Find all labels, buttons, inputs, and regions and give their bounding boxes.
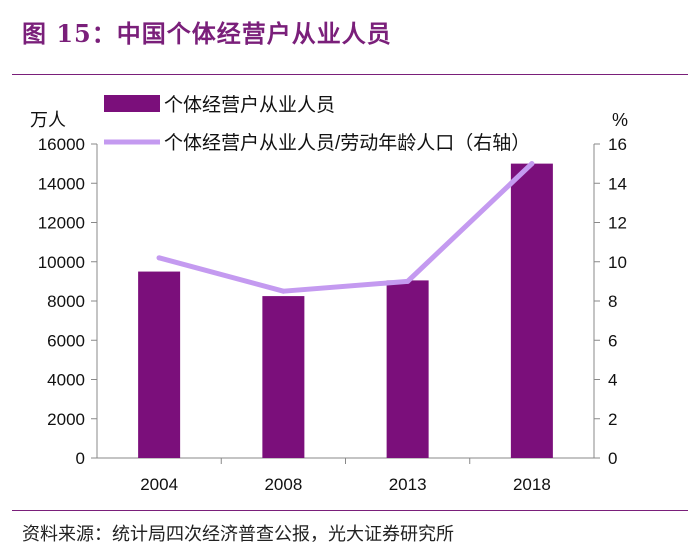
x-tick-label: 2013 — [389, 475, 427, 494]
left-axis-unit: 万人 — [30, 110, 66, 130]
right-tick-label: 8 — [608, 292, 617, 311]
right-tick-label: 6 — [608, 331, 617, 350]
left-tick-label: 6000 — [47, 331, 85, 350]
line-point — [280, 288, 286, 294]
line-point — [529, 161, 535, 167]
right-tick-label: 14 — [608, 174, 627, 193]
right-tick-label: 2 — [608, 410, 617, 429]
left-tick-label: 14000 — [38, 174, 85, 193]
legend-bar-swatch — [104, 95, 160, 112]
x-tick-label: 2004 — [140, 475, 178, 494]
source-note: 资料来源：统计局四次经济普查公报，光大证券研究所 — [22, 524, 454, 545]
line-path — [156, 161, 535, 294]
top-divider — [12, 74, 688, 75]
line-series — [156, 161, 535, 294]
right-tick-label: 10 — [608, 253, 627, 272]
bar — [262, 296, 305, 458]
bottom-divider — [12, 510, 688, 511]
line-point — [156, 255, 162, 261]
right-tick-label: 12 — [608, 214, 627, 233]
legend-line-label: 个体经营户从业人员/劳动年龄人口（右轴） — [164, 132, 530, 154]
bar — [386, 280, 429, 458]
chart: 0 2000 4000 6000 8000 10000 12000 14000 16000 0 2 4… — [30, 94, 628, 494]
bar — [138, 271, 181, 458]
left-tick-label: 2000 — [47, 410, 85, 429]
x-tick-label: 2018 — [513, 475, 551, 494]
right-axis-unit: % — [612, 110, 628, 130]
chart-axes: 0 2000 4000 6000 8000 10000 12000 14000 16000 0 2 4… — [30, 110, 628, 494]
left-tick-label: 12000 — [38, 214, 85, 233]
bar — [510, 163, 553, 458]
left-tick-label: 0 — [76, 449, 85, 468]
x-tick-label: 2008 — [264, 475, 302, 494]
left-tick-label: 10000 — [38, 253, 85, 272]
left-tick-label: 4000 — [47, 371, 85, 390]
bar-series — [138, 163, 553, 458]
left-tick-label: 8000 — [47, 292, 85, 311]
figure-title: 图 15：中国个体经营户从业人员 — [22, 19, 392, 48]
legend-bar-label: 个体经营户从业人员 — [164, 94, 335, 116]
left-tick-label: 16000 — [38, 135, 85, 154]
line-point — [405, 278, 411, 284]
right-tick-label: 4 — [608, 371, 617, 390]
right-tick-label: 0 — [608, 449, 617, 468]
right-tick-label: 16 — [608, 135, 627, 154]
